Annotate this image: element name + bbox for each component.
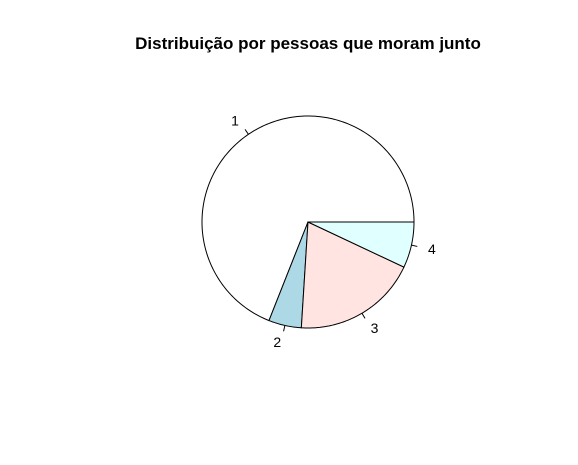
chart-title: Distribuição por pessoas que moram junto — [135, 34, 481, 53]
pie-slices — [201, 115, 415, 329]
label-tick-3 — [361, 312, 366, 319]
slice-label-4: 4 — [428, 241, 436, 257]
slice-label-3: 3 — [371, 320, 379, 336]
label-tick-2 — [283, 325, 286, 332]
slice-label-1: 1 — [231, 112, 239, 128]
slice-label-2: 2 — [273, 334, 281, 350]
pie-labels: 1 2 3 4 — [231, 112, 436, 350]
label-tick-1 — [244, 129, 249, 135]
pie-slice-3 — [300, 221, 405, 329]
label-tick-4 — [411, 244, 418, 247]
